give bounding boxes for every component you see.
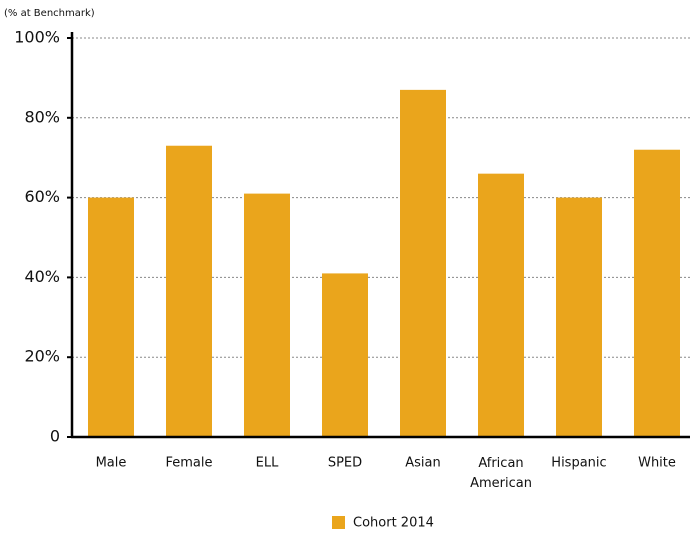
- bar: [166, 145, 212, 438]
- bar: [478, 173, 524, 437]
- bar: [88, 197, 134, 437]
- x-tick-label: SPED: [328, 456, 362, 471]
- y-tick-label: 100%: [14, 28, 60, 47]
- bar: [322, 273, 368, 437]
- y-tick-label: 40%: [24, 267, 60, 286]
- x-tick-label: Female: [165, 456, 212, 471]
- legend-label: Cohort 2014: [353, 516, 434, 531]
- x-tick-label: White: [638, 456, 676, 471]
- x-tick-label: Asian: [405, 456, 440, 471]
- y-tick-label: 0: [50, 427, 60, 446]
- y-axis-label: (% at Benchmark): [4, 8, 95, 19]
- x-tick-label: African American: [470, 456, 532, 491]
- bar: [556, 197, 602, 437]
- y-tick-label: 60%: [24, 187, 60, 206]
- bar: [244, 193, 290, 437]
- x-tick-label: Hispanic: [551, 456, 606, 471]
- x-tick-label: ELL: [256, 456, 279, 471]
- bar: [400, 89, 446, 438]
- y-tick-label: 80%: [24, 107, 60, 126]
- x-tick-label: Male: [96, 456, 127, 471]
- legend-swatch: [332, 516, 345, 529]
- bar: [634, 149, 680, 437]
- y-tick-label: 20%: [24, 347, 60, 366]
